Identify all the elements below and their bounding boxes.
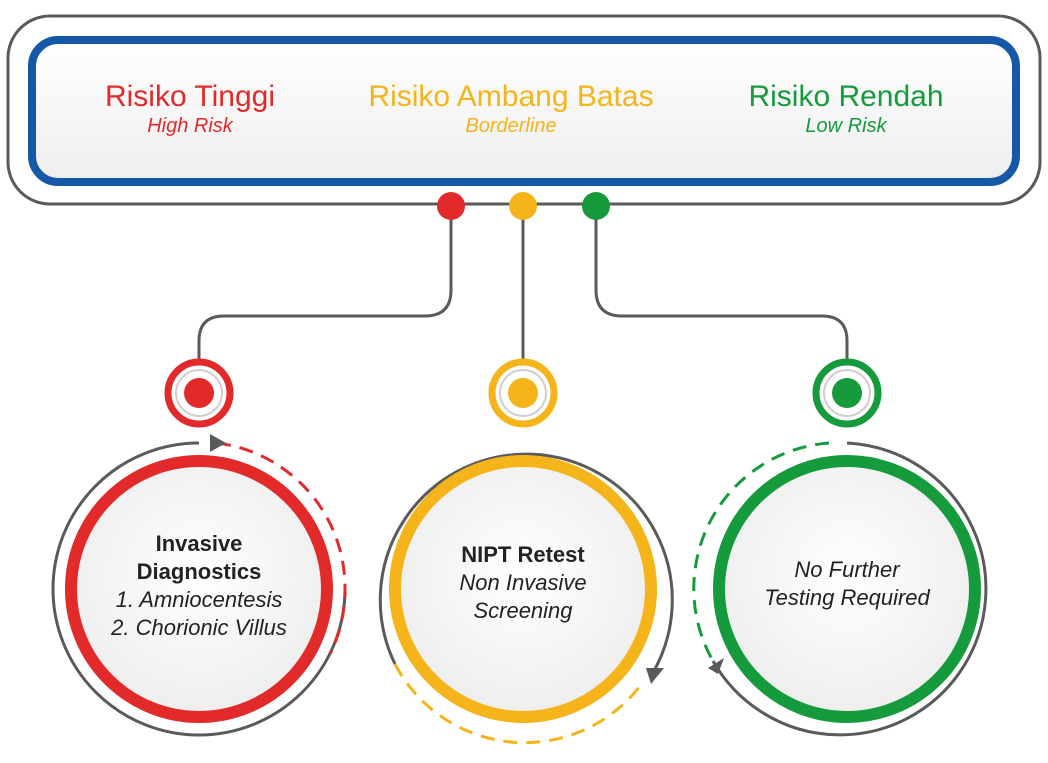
target-node-border bbox=[488, 358, 558, 428]
connector-low bbox=[594, 208, 849, 360]
outcome-low-text: No Further Testing Required bbox=[764, 556, 930, 612]
outcome-border-line2: Screening bbox=[473, 598, 573, 623]
outcome-high-title2: Diagnostics bbox=[136, 559, 262, 584]
dot-low bbox=[582, 192, 610, 220]
dot-high bbox=[437, 192, 465, 220]
level-low: Risiko Rendah Low Risk bbox=[748, 80, 943, 138]
level-border-title: Risiko Ambang Batas bbox=[368, 80, 654, 113]
outcome-low-line1: No Further bbox=[794, 557, 900, 582]
dot-border bbox=[509, 192, 537, 220]
outcome-high-line2: 2. Chorionic Villus bbox=[111, 615, 287, 640]
level-high: Risiko Tinggi High Risk bbox=[105, 80, 275, 138]
outcome-high-line1: 1. Amniocentesis bbox=[115, 587, 283, 612]
level-high-subtitle: High Risk bbox=[147, 115, 233, 137]
outcome-high-text: Invasive Diagnostics 1. Amniocentesis 2.… bbox=[111, 530, 287, 642]
level-low-title: Risiko Rendah bbox=[748, 80, 944, 113]
target-node-high bbox=[164, 358, 234, 428]
level-high-title: Risiko Tinggi bbox=[104, 80, 276, 113]
level-low-subtitle: Low Risk bbox=[805, 115, 887, 137]
arrow-icon bbox=[210, 434, 226, 452]
outcome-low-line2: Testing Required bbox=[764, 585, 930, 610]
outcome-circle-low bbox=[692, 441, 988, 737]
outcome-circle-high bbox=[51, 434, 347, 737]
arrow-icon bbox=[646, 668, 664, 684]
outcome-circle-border bbox=[378, 452, 674, 745]
outcome-border-line1: Non Invasive bbox=[459, 570, 587, 595]
level-border-subtitle: Borderline bbox=[465, 115, 557, 137]
outcome-border-title: NIPT Retest bbox=[461, 542, 585, 567]
level-border: Risiko Ambang Batas Borderline bbox=[368, 80, 653, 138]
outcome-border-text: NIPT Retest Non Invasive Screening bbox=[459, 541, 586, 625]
connector-high bbox=[197, 208, 453, 360]
outcome-high-title: Invasive bbox=[155, 531, 243, 556]
header-blue-border bbox=[28, 36, 1020, 186]
arrow-icon bbox=[708, 658, 724, 674]
target-node-low bbox=[812, 358, 882, 428]
